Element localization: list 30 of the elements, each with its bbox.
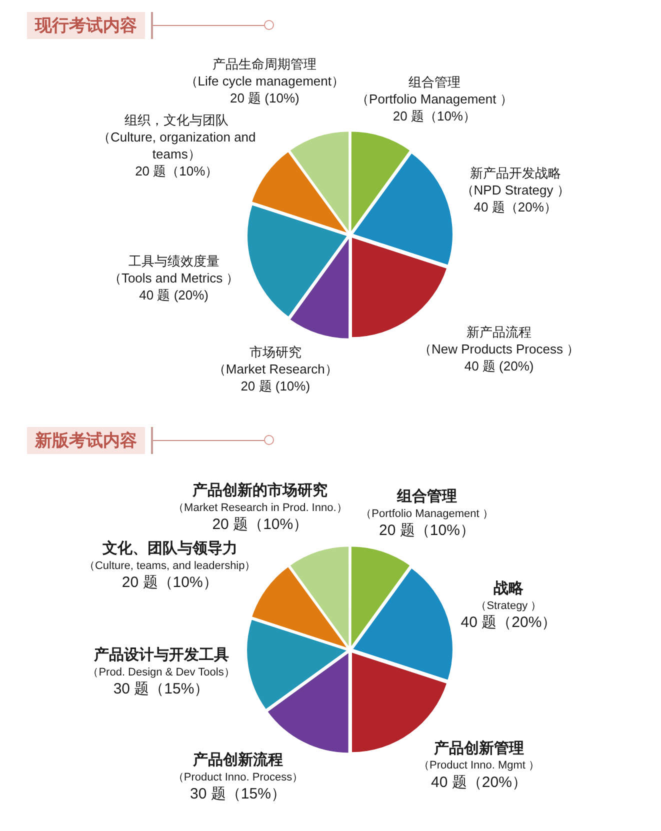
data-label: 20 题（10%） — [212, 516, 308, 534]
slice-label: 战略（Strategy ） — [476, 580, 542, 612]
data-label: 40 题 (20%) — [464, 358, 534, 374]
chart-title: 现行考试内容 — [27, 12, 145, 39]
slice-label: 组织，文化与团队（Culture, organization and teams） — [97, 112, 256, 162]
data-label: 30 题（15%） — [113, 680, 210, 698]
slice-label: 新产品开发战略（NPD Strategy ） — [460, 166, 570, 198]
data-label: 40 题（20%） — [474, 200, 557, 215]
slice-label: 产品设计与开发工具（Prod. Design & Dev Tools） — [88, 646, 235, 678]
slice-label: 组合管理（Portfolio Management ） — [356, 74, 513, 107]
data-label: 20 题（10%） — [135, 164, 218, 179]
data-label: 20 题（10%） — [392, 108, 476, 124]
slice-label: 新产品流程（New Products Process ） — [418, 324, 580, 356]
slice-label: 市场研究（Market Research） — [212, 344, 338, 377]
data-label: 20 题 (10%) — [240, 378, 310, 394]
slice-label: 产品创新管理（Product Inno. Mgmt ） — [418, 738, 540, 772]
slice-label: 产品生命周期管理（Life cycle management） — [184, 56, 344, 89]
slice-label: 文化、团队与领导力（Culture, teams, and leadership） — [84, 540, 256, 572]
data-label: 40 题（20%） — [460, 614, 557, 631]
slice-label: 产品创新流程（Product Inno. Process） — [172, 750, 304, 784]
data-label: 20 题（10%） — [122, 574, 218, 592]
data-label: 30 题（15%） — [190, 786, 286, 803]
data-label: 40 题 (20%) — [139, 287, 209, 302]
data-label: 20 题（10%） — [379, 522, 475, 540]
slice-label: 组合管理（Portfolio Management ） — [360, 488, 494, 520]
slice-label: 工具与绩效度量（Tools and Metrics ） — [108, 253, 240, 286]
chart-title: 新版考试内容 — [27, 427, 145, 454]
data-label: 40 题（20%） — [431, 774, 527, 791]
data-label: 20 题 (10%) — [230, 90, 300, 106]
slice-label: 产品创新的市场研究（Market Research in Prod. Inno.） — [173, 481, 348, 514]
